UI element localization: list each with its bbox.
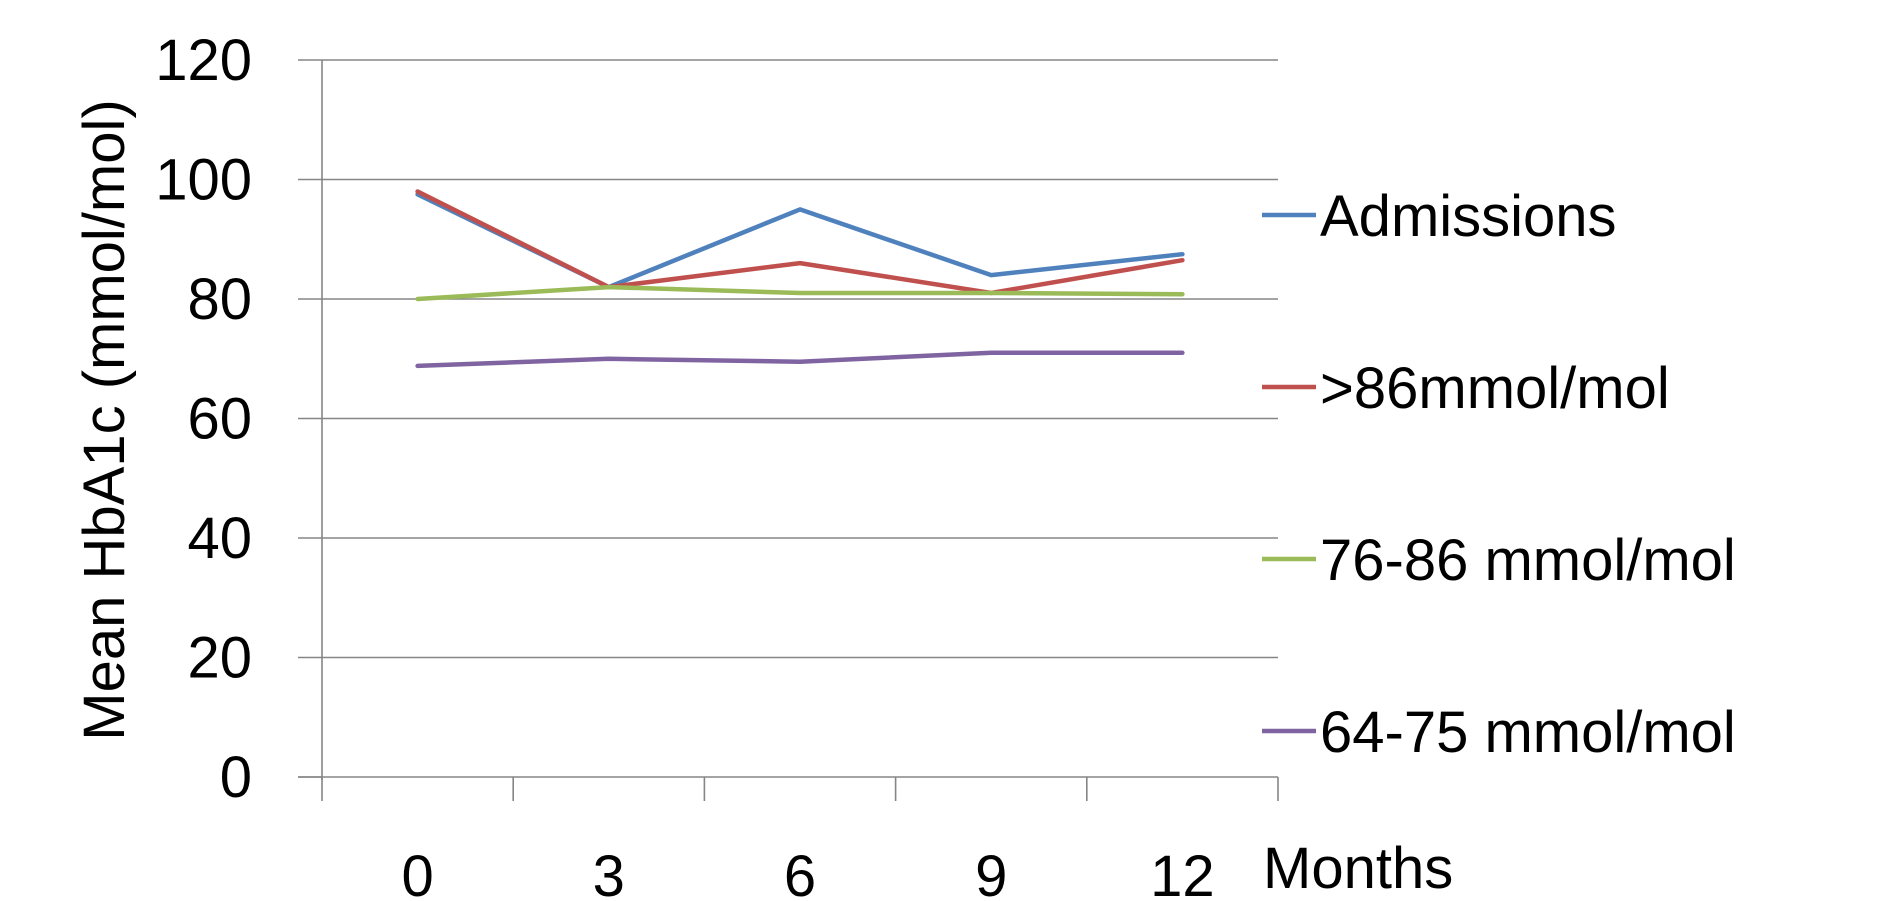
x-axis-title: Months xyxy=(1263,836,1453,901)
x-axis-ticks xyxy=(321,777,1279,801)
y-tick-label: 40 xyxy=(187,506,252,571)
x-axis-tick-labels: 0 3 6 9 12 xyxy=(401,844,1214,901)
series-lines xyxy=(415,189,1185,369)
y-tick-label: 120 xyxy=(155,28,252,93)
y-axis-title: Mean HbA1c (mmol/mol) xyxy=(72,99,137,740)
y-tick-label: 100 xyxy=(155,148,252,213)
series-line xyxy=(415,192,1185,290)
x-tick-label: 3 xyxy=(593,844,625,901)
y-axis-tick-labels: 0 20 40 60 80 100 120 xyxy=(155,28,252,810)
x-tick-label: 0 xyxy=(401,844,433,901)
legend: Admissions >86mmol/mol 76-86 mmol/mol 64-75… xyxy=(1262,184,1736,765)
legend-label: 64-75 mmol/mol xyxy=(1320,700,1736,765)
series-line xyxy=(415,189,1185,296)
y-tick-label: 60 xyxy=(187,387,252,452)
legend-label: Admissions xyxy=(1320,184,1617,249)
y-tick-label: 0 xyxy=(220,745,252,810)
y-tick-label: 80 xyxy=(187,267,252,332)
x-tick-label: 12 xyxy=(1150,844,1215,901)
y-tick-label: 20 xyxy=(187,626,252,691)
series-line xyxy=(415,350,1185,369)
series-line xyxy=(415,284,1185,302)
x-tick-label: 6 xyxy=(784,844,816,901)
legend-label: >86mmol/mol xyxy=(1320,356,1670,421)
gridlines xyxy=(298,59,1278,778)
legend-label: 76-86 mmol/mol xyxy=(1320,528,1736,593)
x-tick-label: 9 xyxy=(975,844,1007,901)
axes xyxy=(298,60,1278,780)
